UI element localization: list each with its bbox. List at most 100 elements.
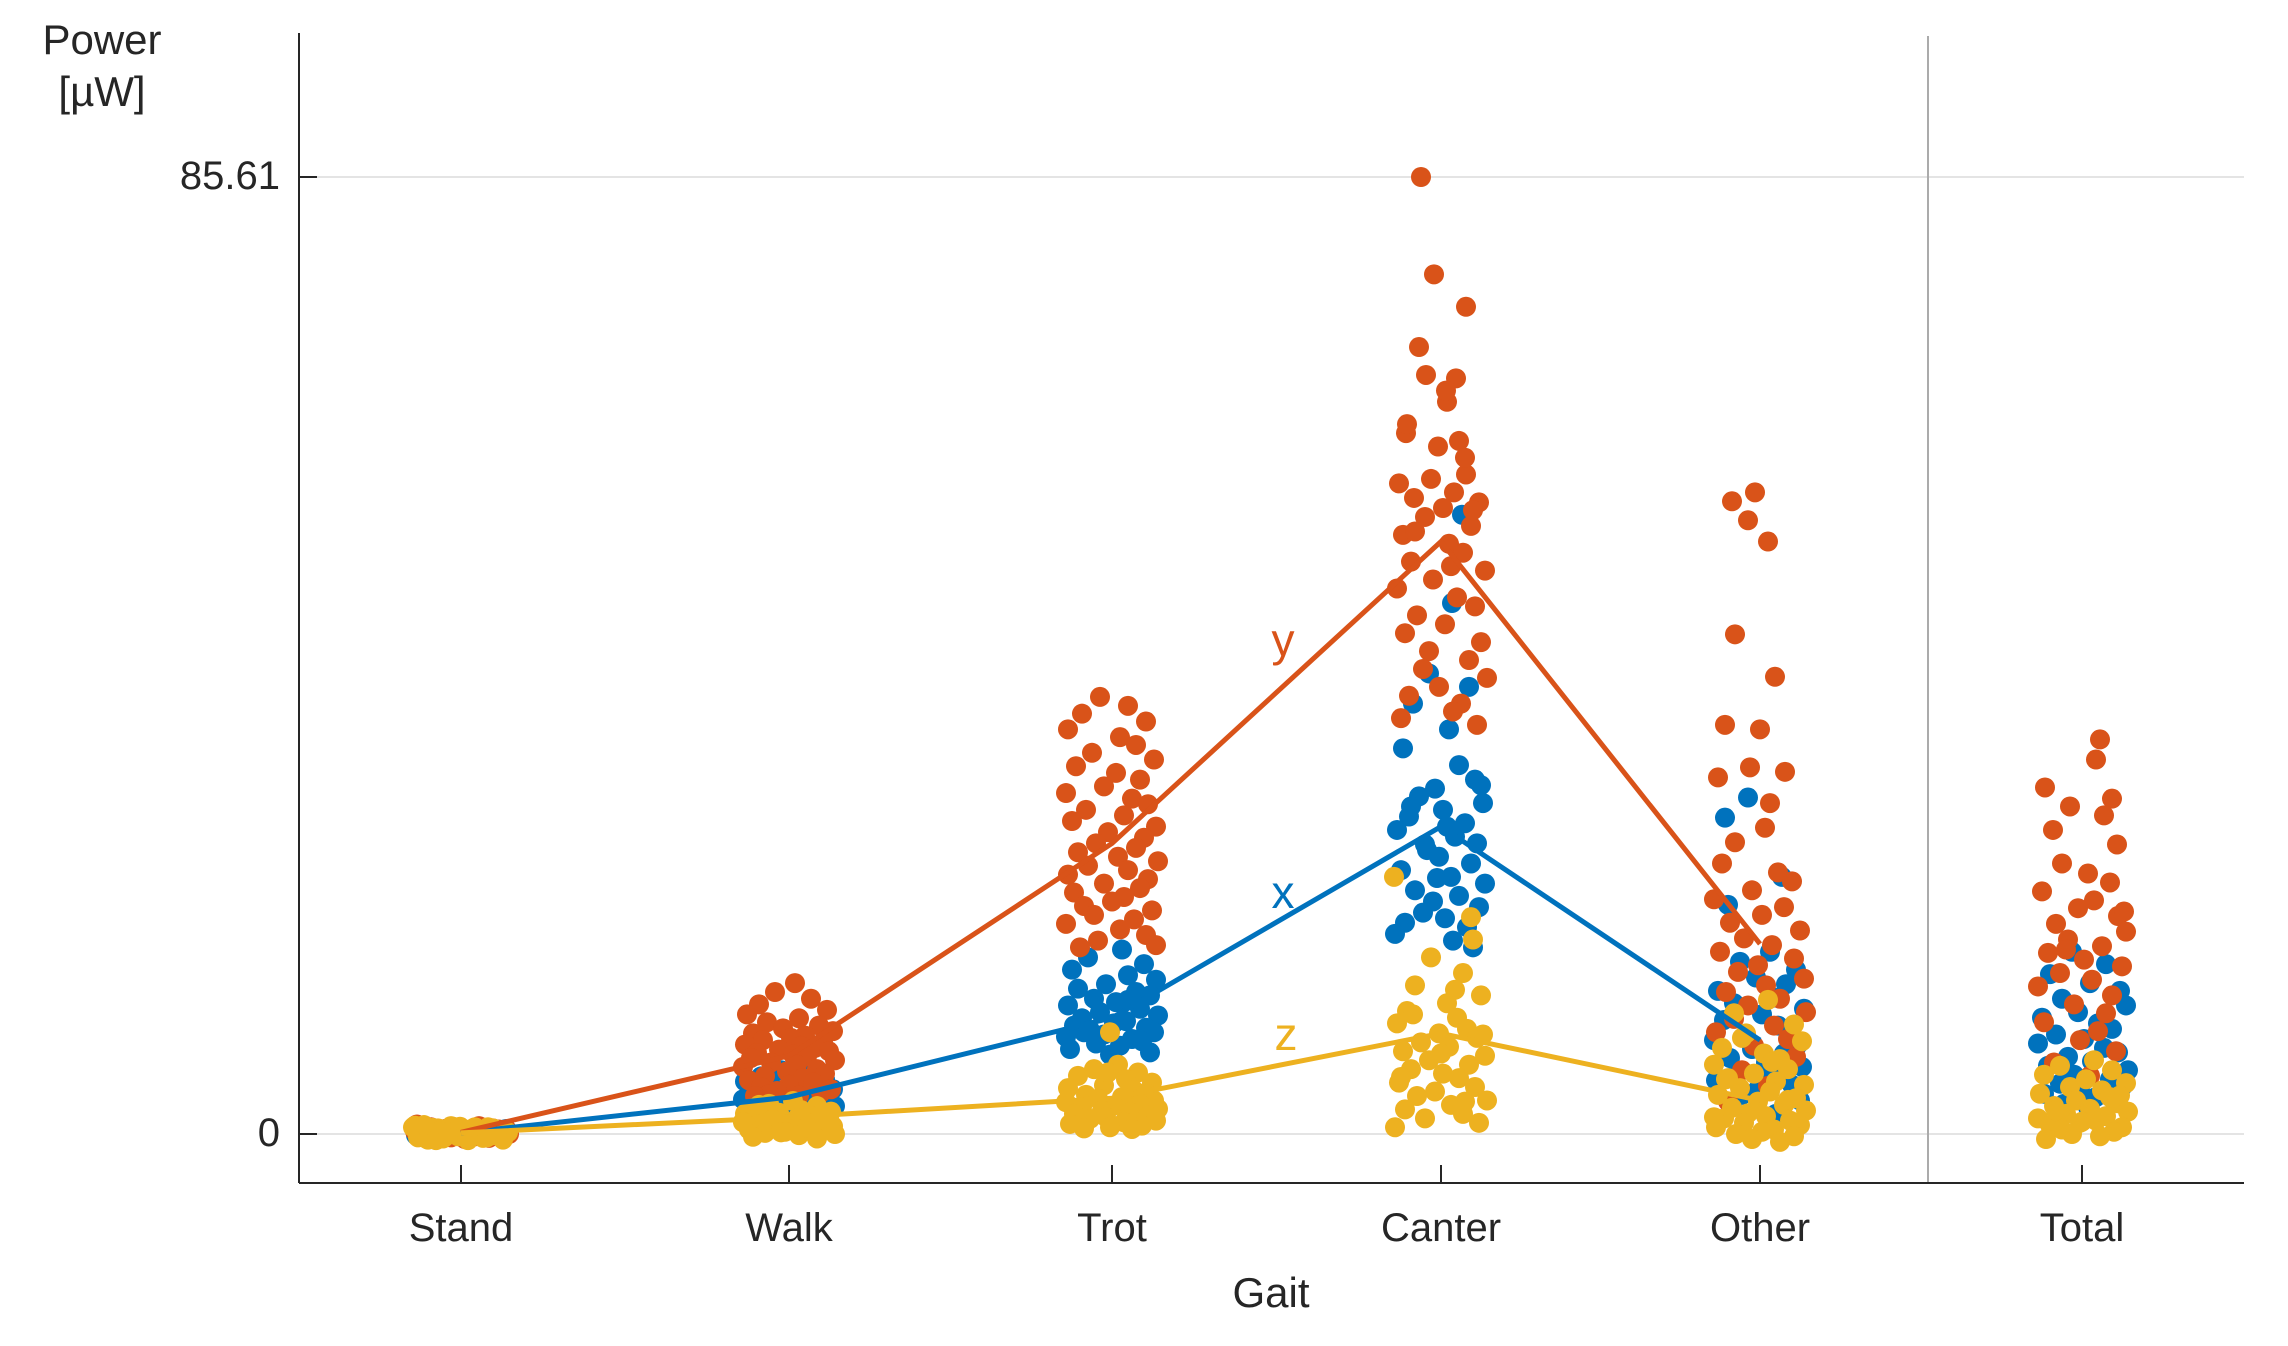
y-axis-title-line1: Power bbox=[42, 16, 162, 63]
data-point-x bbox=[1096, 974, 1116, 995]
data-point-y bbox=[1477, 667, 1497, 688]
data-point-y bbox=[1461, 515, 1481, 536]
series-y-mean-line bbox=[460, 537, 1762, 1135]
data-point-z bbox=[1704, 1054, 1724, 1075]
data-point-y bbox=[1397, 414, 1417, 435]
data-point-y bbox=[2094, 805, 2114, 826]
data-point-y bbox=[2114, 901, 2134, 922]
data-point-y bbox=[2096, 1003, 2116, 1024]
data-point-y bbox=[1056, 783, 1076, 804]
data-point-x bbox=[1405, 880, 1425, 901]
data-point-x bbox=[1449, 885, 1469, 906]
data-point-x bbox=[1058, 995, 1078, 1016]
data-point-z bbox=[2084, 1050, 2104, 1071]
data-point-y bbox=[2078, 863, 2098, 884]
data-point-x bbox=[1461, 853, 1481, 874]
data-point-y bbox=[1774, 897, 1794, 918]
data-point-y bbox=[2074, 949, 2094, 970]
data-point-z bbox=[1475, 1045, 1495, 1066]
data-point-x bbox=[2096, 954, 2116, 975]
data-point-z bbox=[1784, 1014, 1804, 1035]
data-point-y bbox=[1102, 891, 1122, 912]
data-point-y bbox=[1114, 805, 1134, 826]
data-point-y bbox=[2034, 1012, 2054, 1033]
data-point-z bbox=[2090, 1126, 2110, 1147]
data-point-z bbox=[1415, 1108, 1435, 1129]
series-x-points bbox=[406, 504, 2138, 1146]
data-point-y bbox=[1459, 650, 1479, 671]
data-point-z bbox=[1461, 907, 1481, 928]
data-point-y bbox=[1775, 761, 1795, 782]
data-point-y bbox=[1706, 1022, 1726, 1043]
data-point-y bbox=[817, 999, 837, 1020]
data-point-y bbox=[1421, 468, 1441, 489]
data-point-y bbox=[2060, 796, 2080, 817]
data-point-y bbox=[1144, 749, 1164, 770]
data-point-x bbox=[1449, 755, 1469, 776]
data-point-z bbox=[1403, 1004, 1423, 1025]
data-point-y bbox=[789, 1008, 809, 1029]
data-point-y bbox=[1126, 837, 1146, 858]
data-point-z bbox=[1742, 1129, 1762, 1150]
data-point-y bbox=[1142, 900, 1162, 921]
data-point-y bbox=[1471, 632, 1491, 653]
data-point-y bbox=[1072, 703, 1092, 724]
data-point-y bbox=[1720, 912, 1740, 933]
data-point-z bbox=[1712, 1037, 1732, 1058]
data-point-z bbox=[1387, 1013, 1407, 1034]
data-point-y bbox=[1443, 701, 1463, 722]
data-point-x bbox=[1385, 923, 1405, 944]
data-point-y bbox=[2043, 819, 2063, 840]
y-tick-label-zero: 0 bbox=[257, 1111, 280, 1155]
data-point-z bbox=[2050, 1055, 2070, 1076]
data-point-y bbox=[2038, 942, 2058, 963]
data-point-y bbox=[757, 1012, 777, 1033]
data-point-y bbox=[1467, 714, 1487, 735]
data-point-z bbox=[1465, 1077, 1485, 1098]
data-point-y bbox=[1433, 497, 1453, 518]
data-point-y bbox=[1436, 380, 1456, 401]
data-point-z bbox=[743, 1126, 763, 1147]
data-point-z bbox=[2110, 1085, 2130, 1106]
data-point-y bbox=[1076, 799, 1096, 820]
data-point-y bbox=[785, 973, 805, 994]
data-point-y bbox=[1090, 686, 1110, 707]
data-point-y bbox=[1435, 614, 1455, 635]
data-point-x bbox=[1433, 799, 1453, 820]
data-point-y bbox=[1088, 930, 1108, 951]
data-point-z bbox=[2036, 1129, 2056, 1150]
data-point-y bbox=[1423, 569, 1443, 590]
data-point-y bbox=[1456, 464, 1476, 485]
data-point-z bbox=[1758, 989, 1778, 1010]
data-point-z bbox=[1122, 1118, 1142, 1139]
data-point-z bbox=[1453, 963, 1473, 984]
data-point-y bbox=[1790, 920, 1810, 941]
data-point-y bbox=[1130, 769, 1150, 790]
data-point-x bbox=[1060, 1039, 1080, 1060]
data-point-y bbox=[1118, 695, 1138, 716]
data-point-z bbox=[1385, 1117, 1405, 1138]
data-point-y bbox=[1094, 776, 1114, 797]
data-point-z bbox=[1421, 947, 1441, 968]
data-point-x bbox=[1425, 778, 1445, 799]
data-point-y bbox=[1407, 605, 1427, 626]
data-point-y bbox=[2070, 1030, 2090, 1051]
data-point-z bbox=[1455, 1091, 1475, 1112]
data-point-z bbox=[771, 1122, 791, 1143]
data-point-x bbox=[2028, 1033, 2048, 1054]
data-point-z bbox=[1391, 1066, 1411, 1087]
data-point-x bbox=[1068, 978, 1088, 999]
data-point-z bbox=[1471, 985, 1491, 1006]
data-point-x bbox=[1471, 775, 1491, 796]
data-point-y bbox=[2102, 985, 2122, 1006]
data-point-y bbox=[1126, 734, 1146, 755]
series-label-x: x bbox=[1271, 866, 1295, 918]
x-tick-label-other: Other bbox=[1709, 1206, 1811, 1250]
data-point-y bbox=[1056, 913, 1076, 934]
data-point-y bbox=[1712, 853, 1732, 874]
data-point-x bbox=[1738, 787, 1758, 808]
data-point-y bbox=[1760, 793, 1780, 814]
data-point-x bbox=[1435, 908, 1455, 929]
data-point-y bbox=[1708, 767, 1728, 788]
